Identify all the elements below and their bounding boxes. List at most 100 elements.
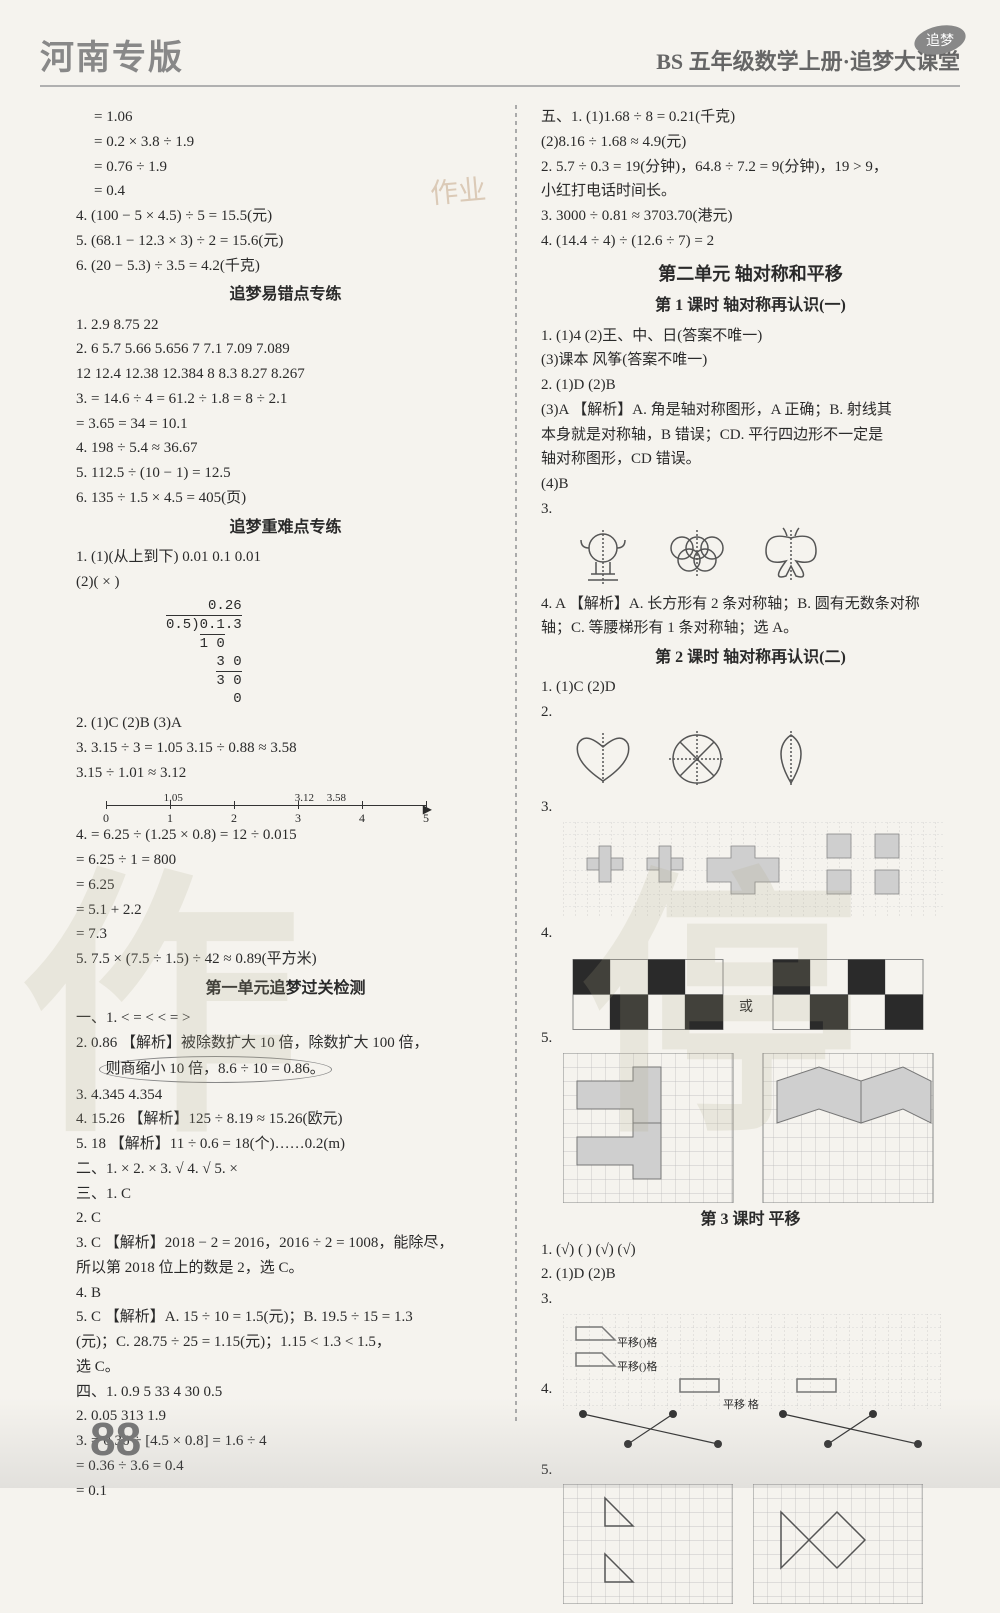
- text-line: 2. (1)D (2)B: [541, 373, 960, 398]
- right-column: 五、1. (1)1.68 ÷ 8 = 0.21(千克) (2)8.16 ÷ 1.…: [537, 105, 960, 1425]
- text-line: 2. 0.86 【解析】被除数扩大 10 倍，除数扩大 100 倍，: [76, 1031, 495, 1056]
- text-line: 3. C 【解析】2018 − 2 = 2016，2016 ÷ 2 = 1008…: [76, 1231, 495, 1256]
- text-line: 5. 18 【解析】11 ÷ 0.6 = 18(个)……0.2(m): [76, 1132, 495, 1157]
- lesson-title: 第 1 课时 轴对称再认识(一): [541, 293, 960, 319]
- text-line: 1. (1)4 (2)王、中、日(答案不唯一): [541, 324, 960, 349]
- text-line: 2. (1)D (2)B: [541, 1262, 960, 1287]
- number-line: ▶ 0 1 2 3 4 5 1.05 3.12 3.58: [106, 791, 426, 821]
- text-line: 3.: [541, 1287, 960, 1312]
- column-divider: [515, 105, 517, 1425]
- div-divisor: 0.5: [166, 617, 191, 633]
- text-line: 选 C。: [76, 1355, 495, 1380]
- translate-label: 平移()格: [617, 1358, 997, 1376]
- left-column: = 1.06 = 0.2 × 3.8 ÷ 1.9 = 0.76 ÷ 1.9 = …: [40, 105, 495, 1425]
- text-line: 2. C: [76, 1206, 495, 1231]
- stamp-text: 作业: [428, 168, 487, 213]
- text-line: 3. 4.345 4.354: [76, 1083, 495, 1108]
- text-line: 一、1. < = < < = >: [76, 1006, 495, 1031]
- text-line: 5. 7.5 × (7.5 ÷ 1.5) ÷ 42 ≈ 0.89(平方米): [76, 947, 495, 972]
- text-line: 三、1. C: [76, 1182, 495, 1207]
- text-line: = 1.06: [76, 105, 495, 130]
- text-line: 3.: [541, 497, 960, 522]
- text-line: 1. (√) ( ) (√) (√): [541, 1238, 960, 1263]
- rings-icon: [657, 526, 737, 586]
- text-line: 轴；C. 等腰梯形有 1 条对称轴；选 A。: [541, 616, 960, 641]
- text-line: 3. 3.15 ÷ 3 = 1.05 3.15 ÷ 0.88 ≈ 3.58: [76, 736, 495, 761]
- text-line: 所以第 2018 位上的数是 2，选 C。: [76, 1256, 495, 1281]
- text-line: = 5.1 + 2.2: [76, 898, 495, 923]
- text-line: 本身就是对称轴，B 错误；CD. 平行四边形不一定是: [541, 423, 960, 448]
- text-line: (4)B: [541, 472, 960, 497]
- text-line: 4. = 6.25 ÷ (1.25 × 0.8) = 12 ÷ 0.015: [76, 823, 495, 848]
- text-line: 2.: [541, 700, 960, 725]
- grid-pair-5: [563, 1484, 960, 1604]
- text-line: 3. 3000 ÷ 0.81 ≈ 3703.70(港元): [541, 204, 960, 229]
- text-line: 4. 198 ÷ 5.4 ≈ 36.67: [76, 436, 495, 461]
- circle-cross-icon: [657, 729, 737, 789]
- text-line: 小红打电话时间长。: [541, 179, 960, 204]
- grid-figure-5: [563, 1053, 943, 1203]
- symmetry-figures-row: [563, 526, 960, 586]
- text-line: 4. A 【解析】A. 长方形有 2 条对称轴；B. 圆有无数条对称: [541, 592, 960, 617]
- text-line: 5. 112.5 ÷ (10 − 1) = 12.5: [76, 461, 495, 486]
- text-line: 1. (1)C (2)D: [541, 675, 960, 700]
- text-line: 5. (68.1 − 12.3 × 3) ÷ 2 = 15.6(元): [76, 229, 495, 254]
- or-text: 或: [739, 996, 767, 1019]
- bottom-shadow: [0, 1398, 1000, 1488]
- page-number: 88: [90, 1412, 141, 1466]
- text-line: 12 12.4 12.38 12.384 8 8.3 8.27 8.267: [76, 362, 495, 387]
- shapes-row: [563, 729, 960, 789]
- div-dividend: 0.1.3: [200, 617, 242, 633]
- text-line: = 7.3: [76, 922, 495, 947]
- text-line: 3.15 ÷ 1.01 ≈ 3.12: [76, 761, 495, 786]
- text-line: 1. 2.9 8.75 22: [76, 313, 495, 338]
- text-line: 4.: [541, 921, 960, 946]
- lesson-title: 第 3 课时 平移: [541, 1207, 960, 1233]
- page-header: 河南专版 BS 五年级数学上册·追梦大课堂 追梦: [40, 30, 960, 87]
- translate-label: 平移()格: [617, 1334, 997, 1352]
- butterfly-icon: [751, 526, 831, 586]
- grid-figure-translate: 平移()格 平移()格 平移 格: [563, 1314, 943, 1409]
- text-line: 2. (1)C (2)B (3)A: [76, 711, 495, 736]
- content-columns: = 1.06 = 0.2 × 3.8 ÷ 1.9 = 0.76 ÷ 1.9 = …: [40, 105, 960, 1425]
- text-line: 轴对称图形，CD 错误。: [541, 447, 960, 472]
- text-line: 6. 135 ÷ 1.5 × 4.5 = 405(页): [76, 486, 495, 511]
- text-line: (2)8.16 ÷ 1.68 ≈ 4.9(元): [541, 130, 960, 155]
- section-title: 第一单元追梦过关检测: [76, 976, 495, 1002]
- text-line: 3. = 14.6 ÷ 4 = 61.2 ÷ 1.8 = 8 ÷ 2.1: [76, 387, 495, 412]
- svg-text:追梦: 追梦: [926, 33, 954, 49]
- grid-figure-4: 或: [563, 947, 943, 1042]
- div-row: 1 0: [200, 634, 225, 653]
- text-line: 五、1. (1)1.68 ÷ 8 = 0.21(千克): [541, 105, 960, 130]
- trophy-icon: [563, 526, 643, 586]
- text-line: 4. (14.4 ÷ 4) ÷ (12.6 ÷ 7) = 2: [541, 229, 960, 254]
- text-line: (2)( × ): [76, 570, 495, 595]
- text-line: 2. 5.7 ÷ 0.3 = 19(分钟)，64.8 ÷ 7.2 = 9(分钟)…: [541, 155, 960, 180]
- text-line: 2. 6 5.7 5.66 5.656 7 7.1 7.09 7.089: [76, 337, 495, 362]
- text-line: = 0.2 × 3.8 ÷ 1.9: [76, 130, 495, 155]
- text-line: = 3.65 = 34 = 10.1: [76, 412, 495, 437]
- div-row: 3 0: [216, 671, 241, 690]
- lesson-title: 第 2 课时 轴对称再认识(二): [541, 645, 960, 671]
- text-line: 则商缩小 10 倍，8.6 ÷ 10 = 0.86。: [76, 1056, 495, 1083]
- logo-icon: 追梦: [910, 20, 970, 60]
- div-row: 3 0: [166, 653, 242, 671]
- text-line: 4. B: [76, 1281, 495, 1306]
- unit-title: 第二单元 轴对称和平移: [541, 260, 960, 290]
- section-title: 追梦重难点专练: [76, 515, 495, 541]
- text-line: 1. (1)(从上到下) 0.01 0.1 0.01: [76, 545, 495, 570]
- text-line: (元)；C. 28.75 ÷ 25 = 1.15(元)；1.15 < 1.3 <…: [76, 1330, 495, 1355]
- grid-figure-3: [563, 822, 943, 917]
- text-line: (3)A 【解析】A. 角是轴对称图形，A 正确；B. 射线其: [541, 398, 960, 423]
- text-line: = 6.25 ÷ 1 = 800: [76, 848, 495, 873]
- div-row: 0: [166, 690, 242, 708]
- header-edition: 河南专版: [40, 30, 184, 79]
- text-line: 5. C 【解析】A. 15 ÷ 10 = 1.5(元)；B. 19.5 ÷ 1…: [76, 1305, 495, 1330]
- section-title: 追梦易错点专练: [76, 282, 495, 308]
- text-line: 3.: [541, 795, 960, 820]
- heart-icon: [563, 729, 643, 789]
- text-line: 6. (20 − 5.3) ÷ 3.5 = 4.2(千克): [76, 254, 495, 279]
- div-quotient: 0.26: [208, 598, 242, 614]
- leaf-icon: [751, 729, 831, 789]
- long-division: 0.26 0.5)0.1.3 1 0 3 0 3 0 0: [166, 597, 242, 709]
